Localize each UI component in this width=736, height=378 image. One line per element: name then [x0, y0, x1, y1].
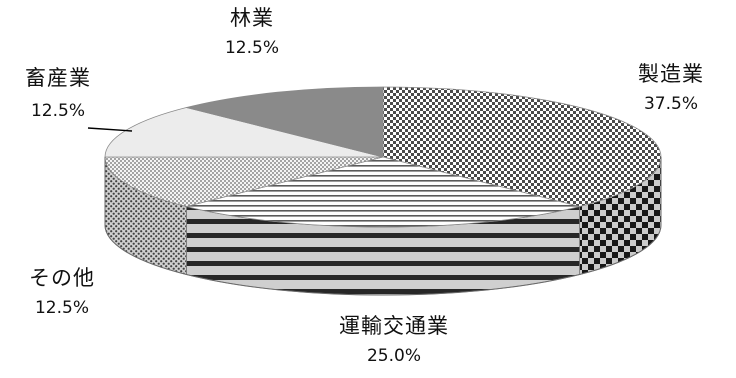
slice-transport-side-shade: [186, 206, 580, 296]
label-forestry: 林業 12.5%: [197, 8, 307, 57]
label-other: その他 12.5%: [2, 268, 122, 317]
value-label: 37.5%: [643, 94, 698, 114]
slice-manufacturing-side-shade: [579, 157, 661, 275]
category-label: 林業: [230, 6, 274, 30]
value-label: 12.5%: [224, 38, 279, 58]
leader-line-livestock: [87, 127, 133, 132]
category-label: 製造業: [638, 62, 704, 86]
slice-manufacturing: [382, 86, 662, 207]
label-transport: 運輸交通業 25.0%: [306, 316, 482, 365]
category-label: 運輸交通業: [339, 314, 449, 338]
slice-other-side-shade: [104, 157, 187, 275]
slice-other: [104, 156, 384, 207]
value-label: 12.5%: [30, 101, 85, 121]
value-label: 12.5%: [34, 298, 89, 318]
category-label: 畜産業: [25, 66, 91, 90]
slice-forestry: [186, 86, 384, 158]
slice-transport: [186, 156, 580, 228]
pie-outline: [104, 157, 662, 296]
label-manufacturing: 製造業 37.5%: [612, 64, 730, 113]
value-label: 25.0%: [366, 346, 421, 366]
category-label: その他: [29, 266, 95, 290]
label-livestock: 畜産業 12.5%: [2, 68, 114, 120]
